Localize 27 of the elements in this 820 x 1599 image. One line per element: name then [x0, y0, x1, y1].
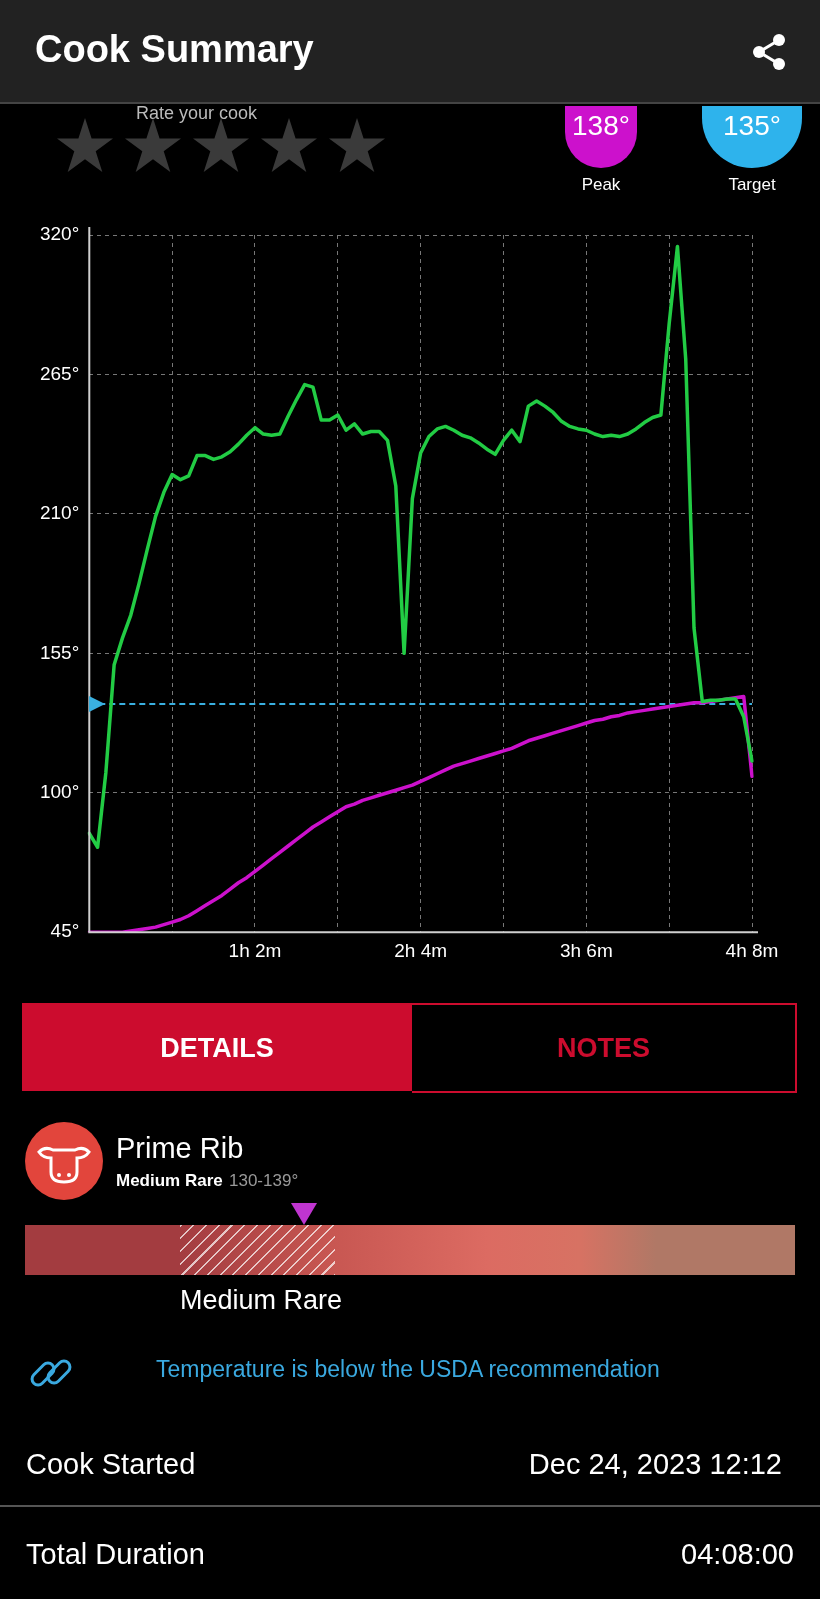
- text: Prime Rib: [116, 1132, 244, 1165]
- y-tick-label: 45°: [50, 920, 80, 942]
- text: Peak: [580, 175, 622, 195]
- y-tick-label: 155°: [39, 641, 80, 663]
- text: DETAILS: [159, 1033, 275, 1064]
- y-tick-label: 210°: [39, 502, 80, 524]
- text: Dec 24, 2023 12:12: [527, 1448, 782, 1481]
- text: Total Duration: [26, 1538, 205, 1571]
- y-tick-label: 265°: [39, 362, 80, 384]
- text: 135°: [722, 110, 782, 142]
- text: Medium Rare: [116, 1171, 223, 1191]
- text: Target: [727, 175, 777, 195]
- x-tick-label: 2h 4m: [394, 939, 448, 961]
- text: 138°: [571, 110, 631, 142]
- text: NOTES: [556, 1033, 651, 1064]
- text: Rate your cook: [136, 103, 258, 124]
- x-tick-label: 4h 8m: [725, 939, 779, 961]
- text: Cook Started: [26, 1448, 196, 1481]
- text: 130-139°: [229, 1171, 299, 1191]
- text: 04:08:00: [680, 1538, 794, 1571]
- text: Temperature is below the USDA recommendation: [156, 1356, 660, 1383]
- text: Medium Rare: [180, 1285, 343, 1316]
- chart-title: Cook Summary: [35, 28, 314, 71]
- y-tick-label: 100°: [39, 780, 80, 802]
- y-tick-label: 320°: [39, 223, 80, 245]
- x-tick-label: 3h 6m: [559, 939, 613, 961]
- x-tick-label: 1h 2m: [228, 939, 282, 961]
